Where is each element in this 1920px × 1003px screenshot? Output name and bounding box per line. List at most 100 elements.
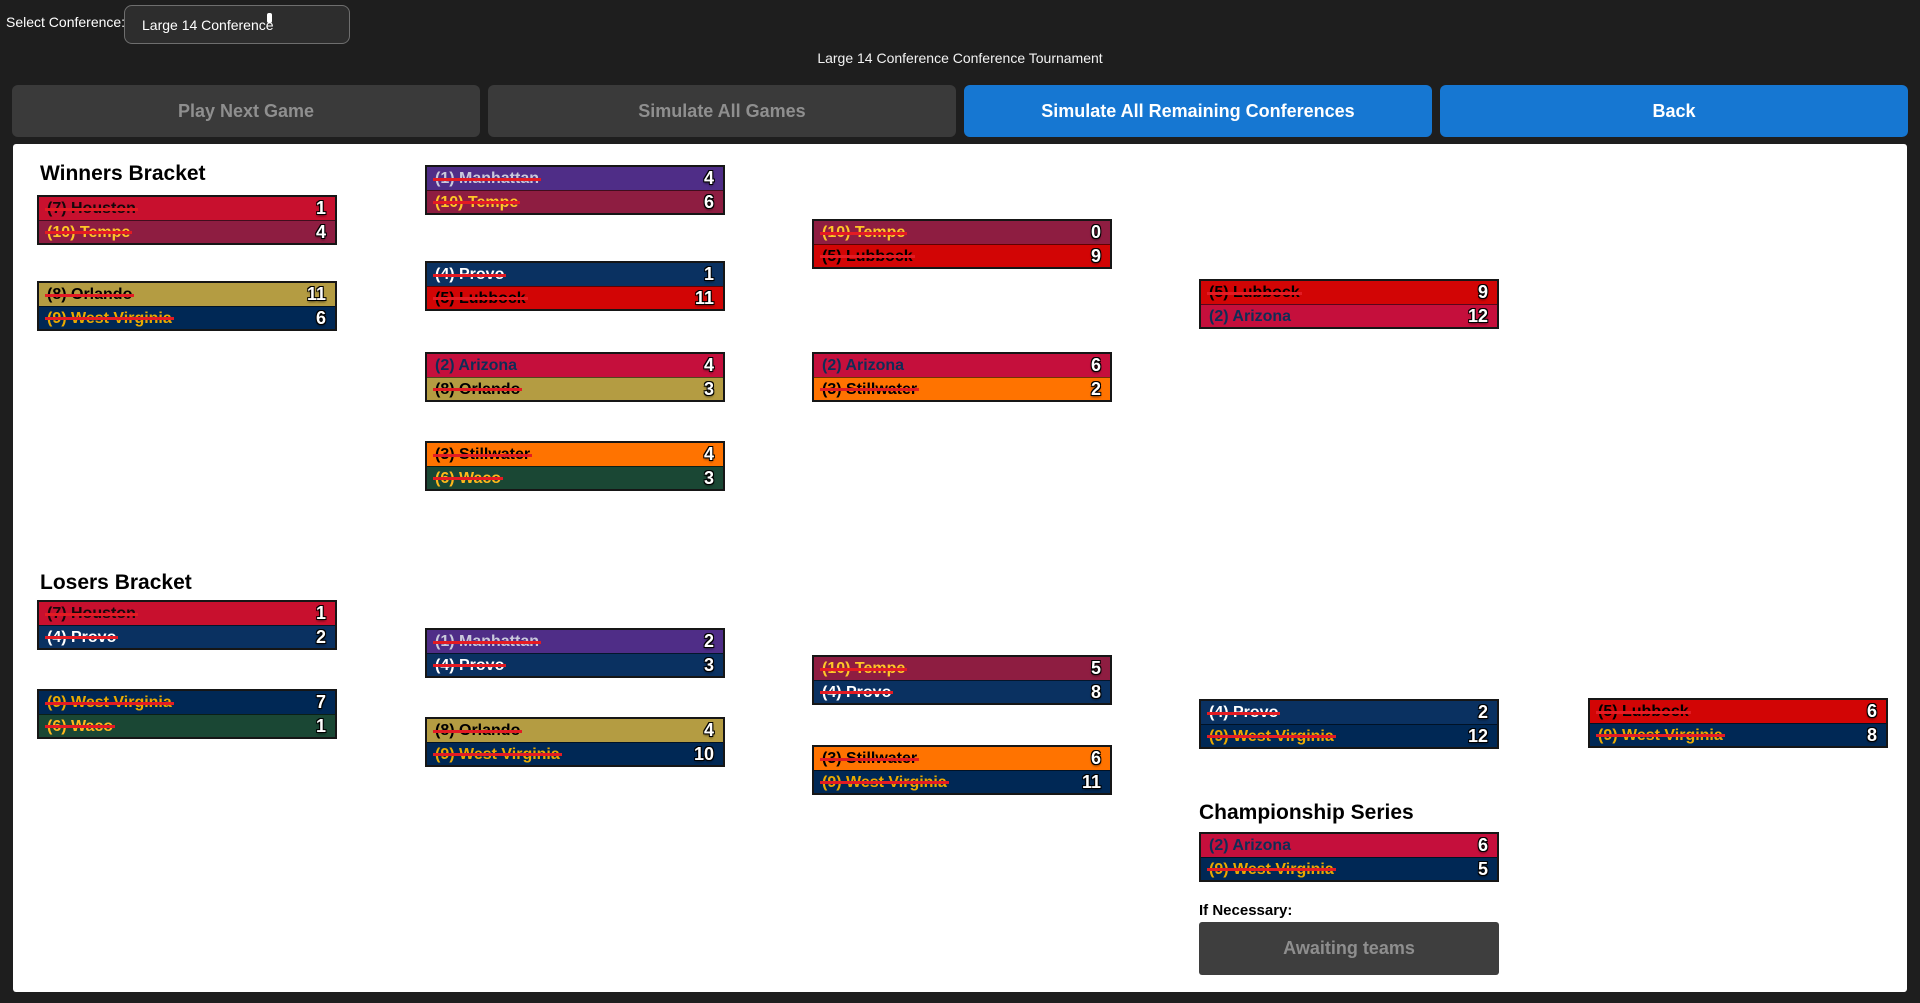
team-score: 2 [703,631,714,651]
matchup-lb-r3-g2: (3) Stillwater 6 (9) West Virginia 11 [812,745,1112,795]
team-score: 1 [315,198,326,218]
team-name: (9) West Virginia [45,691,174,714]
page-title: Large 14 Conference Conference Tournamen… [817,50,1103,66]
simulate-all-remaining-conferences-button[interactable]: Simulate All Remaining Conferences [964,85,1432,137]
team-row-arizona: (2) Arizona 12 [1201,304,1497,327]
team-name: (4) Provo [819,681,894,704]
team-name: (10) Tempe [432,191,521,214]
team-name: (6) Waco [432,467,504,490]
team-row-west-virginia: (9) West Virginia 5 [1201,857,1497,880]
team-name: (2) Arizona [1209,307,1292,325]
if-necessary-awaiting-slot: Awaiting teams [1199,922,1499,975]
team-name: (9) West Virginia [1596,724,1725,747]
team-row-provo: (4) Provo 1 [427,263,723,286]
team-name: (2) Arizona [1209,837,1292,854]
team-name: (9) West Virginia [433,743,562,766]
matchup-lb-r1-g1: (7) Houston 1 (4) Provo 2 [37,600,337,650]
team-row-waco: (6) Waco 3 [427,466,723,489]
team-row-lubbock: (5) Lubbock 6 [1590,700,1886,723]
bracket-panel: Winners Bracket Losers Bracket Championshi… [13,144,1907,992]
team-score: 3 [703,654,714,675]
team-score: 12 [1467,725,1488,746]
team-score: 2 [315,626,326,647]
team-score: 9 [1090,245,1101,266]
winners-bracket-label: Winners Bracket [40,162,206,185]
team-row-houston: (7) Houston 1 [39,602,335,625]
team-name: (5) Lubbock [433,287,528,310]
team-row-provo: (4) Provo 2 [39,625,335,648]
matchup-lb-r3-g1: (10) Tempe 5 (4) Provo 8 [812,655,1112,705]
matchup-lb-r2-g2: (8) Orlando 4 (9) West Virginia 10 [425,717,725,767]
team-name: (3) Stillwater [819,378,920,401]
team-row-manhattan: (1) Manhattan 2 [427,630,723,653]
matchup-championship: (2) Arizona 6 (9) West Virginia 5 [1199,832,1499,882]
team-row-provo: (4) Provo 8 [814,680,1110,703]
team-score: 6 [703,191,714,212]
team-score: 1 [703,264,714,284]
team-score: 12 [1467,305,1488,326]
back-button[interactable]: Back [1440,85,1908,137]
team-name: (7) Houston [45,602,138,625]
team-row-waco: (6) Waco 1 [39,714,335,737]
toolbar: Play Next Game Simulate All Games Simulate… [12,85,1908,137]
team-row-stillwater: (3) Stillwater 6 [814,747,1110,770]
team-row-orlando: (8) Orlando 11 [39,283,335,306]
team-score: 6 [1090,748,1101,768]
team-row-west-virginia: (9) West Virginia 6 [39,306,335,329]
team-row-tempe: (10) Tempe 5 [814,657,1110,680]
team-name: (5) Lubbock [1207,281,1302,304]
team-name: (5) Lubbock [1596,700,1691,723]
team-score: 5 [1477,858,1488,879]
team-row-west-virginia: (9) West Virginia 7 [39,691,335,714]
team-row-orlando: (8) Orlando 4 [427,719,723,742]
team-name: (2) Arizona [435,357,518,374]
losers-bracket-label: Losers Bracket [40,571,192,594]
matchup-lb-r4: (4) Provo 2 (9) West Virginia 12 [1199,699,1499,749]
team-row-provo: (4) Provo 3 [427,653,723,676]
matchup-lb-final: (5) Lubbock 6 (9) West Virginia 8 [1588,698,1888,748]
team-score: 9 [1477,282,1488,302]
team-row-stillwater: (3) Stillwater 4 [427,443,723,466]
team-score: 6 [1090,355,1101,375]
team-name: (4) Provo [432,654,507,677]
team-score: 3 [703,467,714,488]
team-name: (2) Arizona [822,357,905,374]
team-row-lubbock: (5) Lubbock 9 [1201,281,1497,304]
team-name: (8) Orlando [432,378,523,401]
play-next-game-button[interactable]: Play Next Game [12,85,480,137]
team-name: (4) Provo [1206,701,1281,724]
conference-dropdown-value: Large 14 Conference [142,16,274,33]
matchup-lb-r1-g2: (9) West Virginia 7 (6) Waco 1 [37,689,337,739]
team-name: (3) Stillwater [819,747,920,770]
team-name: (6) Waco [44,715,116,738]
team-row-tempe: (10) Tempe 6 [427,190,723,213]
team-row-stillwater: (3) Stillwater 2 [814,377,1110,400]
team-score: 11 [306,284,326,304]
team-name: (5) Lubbock [820,245,915,268]
team-row-manhattan: (1) Manhattan 4 [427,167,723,190]
matchup-wb-r3-g2: (2) Arizona 6 (3) Stillwater 2 [812,352,1112,402]
team-score: 2 [1090,378,1101,399]
team-name: (10) Tempe [819,657,908,680]
matchup-wb-r1-g1: (7) Houston 1 (10) Tempe 4 [37,195,337,245]
team-name: (8) Orlando [44,283,135,306]
team-score: 8 [1090,681,1101,702]
matchup-wb-r2-g1: (1) Manhattan 4 (10) Tempe 6 [425,165,725,215]
simulate-all-games-button[interactable]: Simulate All Games [488,85,956,137]
matchup-wb-final: (5) Lubbock 9 (2) Arizona 12 [1199,279,1499,329]
team-score: 10 [693,743,714,764]
conference-dropdown[interactable]: Large 14 Conference [124,5,350,44]
matchup-wb-r2-g2: (4) Provo 1 (5) Lubbock 11 [425,261,725,311]
team-row-west-virginia: (9) West Virginia 12 [1201,724,1497,747]
team-row-tempe: (10) Tempe 4 [39,220,335,243]
matchup-lb-r2-g1: (1) Manhattan 2 (4) Provo 3 [425,628,725,678]
team-row-west-virginia: (9) West Virginia 10 [427,742,723,765]
team-score: 5 [1090,658,1101,678]
matchup-wb-r1-g2: (8) Orlando 11 (9) West Virginia 6 [37,281,337,331]
team-score: 4 [703,444,714,464]
team-row-orlando: (8) Orlando 3 [427,377,723,400]
team-score: 0 [1090,222,1101,242]
team-name: (4) Provo [44,626,119,649]
team-name: (10) Tempe [44,221,133,244]
select-conference-label: Select Conference: [6,14,126,30]
